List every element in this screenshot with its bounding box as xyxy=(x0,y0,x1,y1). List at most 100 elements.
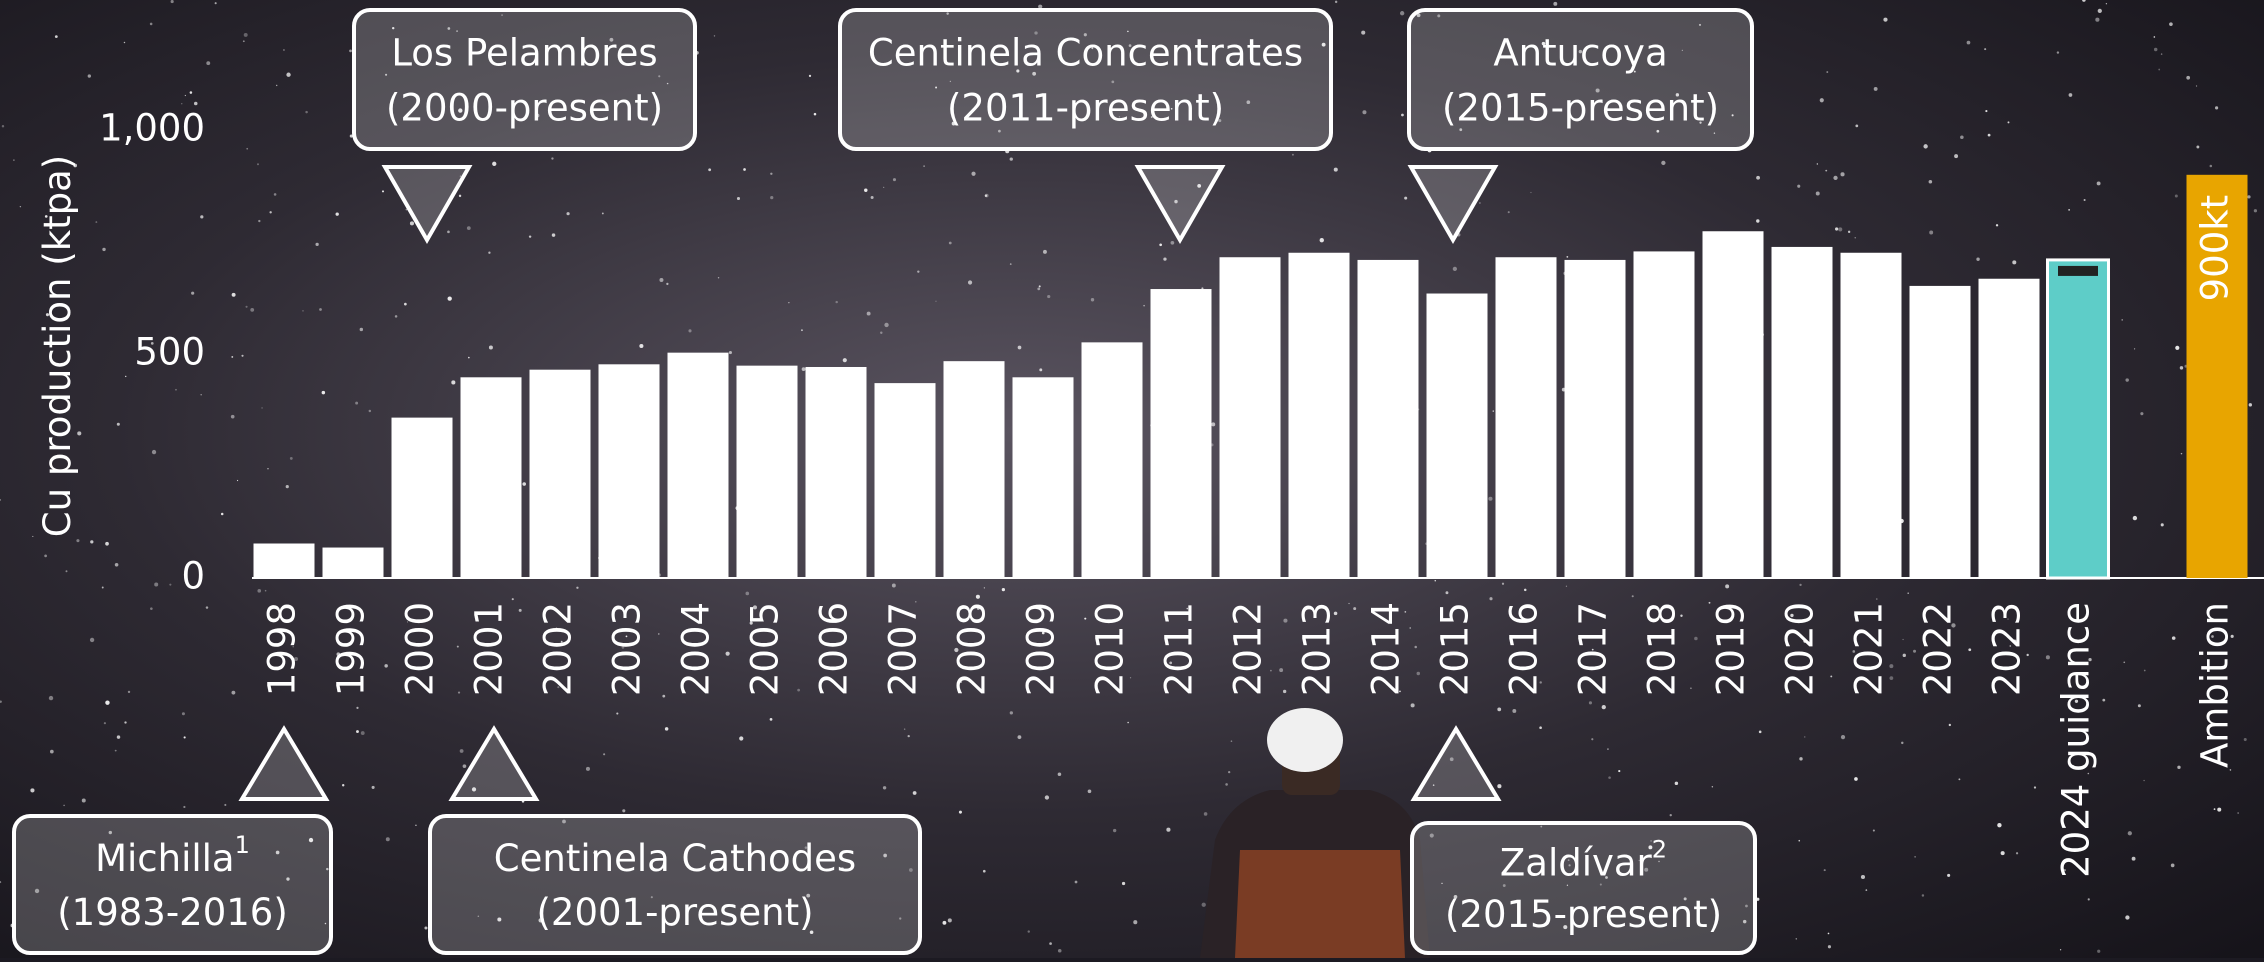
star xyxy=(2097,181,2101,185)
x-tick-label: 2019 xyxy=(1710,602,1753,696)
star xyxy=(322,391,325,394)
star xyxy=(737,197,740,200)
star xyxy=(1047,295,1050,298)
star xyxy=(1712,786,1713,787)
star xyxy=(224,804,226,806)
star xyxy=(1799,757,1802,760)
star xyxy=(1874,87,1878,91)
star xyxy=(2132,857,2136,861)
star xyxy=(1037,287,1040,290)
star xyxy=(2095,18,2099,22)
star xyxy=(215,2,217,4)
star xyxy=(1632,595,1634,597)
bar xyxy=(875,383,936,578)
x-tick-label: 2015 xyxy=(1434,602,1477,696)
y-tick-label: 1,000 xyxy=(99,107,205,150)
star xyxy=(1075,881,1078,884)
star xyxy=(1566,586,1567,587)
star xyxy=(2088,898,2090,900)
star xyxy=(1804,736,1805,737)
star xyxy=(522,482,526,486)
bar xyxy=(1427,294,1488,578)
star xyxy=(1756,176,1760,180)
star xyxy=(770,196,773,199)
star xyxy=(1530,192,1531,193)
bar xyxy=(2048,260,2109,578)
star xyxy=(1759,731,1762,734)
star xyxy=(1816,192,1820,196)
star xyxy=(265,590,267,592)
star xyxy=(1039,285,1041,287)
annotation-footnote: 2 xyxy=(1652,836,1667,864)
bar xyxy=(1151,289,1212,578)
star xyxy=(935,301,936,302)
star xyxy=(1335,1,1337,3)
star xyxy=(2121,319,2123,321)
star xyxy=(1159,243,1162,246)
star xyxy=(1902,639,1903,640)
star xyxy=(1348,603,1349,604)
star xyxy=(2097,950,2100,953)
star xyxy=(1410,627,1411,628)
star xyxy=(1488,497,1492,501)
star xyxy=(356,730,359,733)
star xyxy=(2102,699,2105,702)
x-tick-label: 2013 xyxy=(1296,602,1339,696)
star xyxy=(232,293,236,297)
bar xyxy=(668,353,729,578)
star xyxy=(451,380,455,384)
star xyxy=(1401,114,1404,117)
star xyxy=(1018,346,1022,350)
star xyxy=(1848,231,1850,233)
star xyxy=(457,646,459,648)
star xyxy=(1988,134,1991,137)
star xyxy=(2247,195,2250,198)
bar xyxy=(530,370,591,578)
x-tick-label: 2014 xyxy=(1365,602,1408,696)
y-axis-title: Cu production (ktpa) xyxy=(36,155,79,537)
star xyxy=(245,306,247,308)
star xyxy=(904,728,905,729)
star xyxy=(2237,812,2238,813)
star xyxy=(1039,368,1042,371)
star xyxy=(200,394,201,395)
star xyxy=(1607,748,1608,749)
x-tick-label: 2008 xyxy=(951,602,994,696)
bar xyxy=(1289,253,1350,578)
star xyxy=(63,805,65,807)
x-tick-label: 2004 xyxy=(675,602,718,696)
x-tick-label: 2001 xyxy=(468,602,511,696)
star xyxy=(2249,403,2252,406)
star xyxy=(1608,776,1611,779)
star xyxy=(983,870,986,873)
annotation-period: (2011-present) xyxy=(947,87,1224,130)
star xyxy=(1446,591,1449,594)
star xyxy=(809,75,811,77)
star xyxy=(2196,146,2199,149)
star xyxy=(788,302,789,303)
star xyxy=(726,652,730,656)
star xyxy=(1058,772,1062,776)
star xyxy=(2133,516,2137,520)
star xyxy=(639,344,643,348)
star xyxy=(708,168,711,171)
star xyxy=(410,221,414,225)
star xyxy=(2161,53,2162,54)
star xyxy=(884,323,888,327)
star xyxy=(13,159,14,160)
bar xyxy=(323,548,384,578)
star xyxy=(665,727,669,731)
star xyxy=(395,315,398,318)
bar xyxy=(1565,260,1626,578)
star xyxy=(2215,106,2218,109)
star xyxy=(404,303,407,306)
star xyxy=(658,633,659,634)
annotation-title: Michilla1 xyxy=(95,831,250,880)
star xyxy=(1414,646,1417,649)
star xyxy=(1353,607,1356,610)
star xyxy=(1690,687,1692,689)
star xyxy=(1512,709,1516,713)
star xyxy=(2177,766,2180,769)
star xyxy=(1292,154,1294,156)
bar xyxy=(1358,260,1419,578)
